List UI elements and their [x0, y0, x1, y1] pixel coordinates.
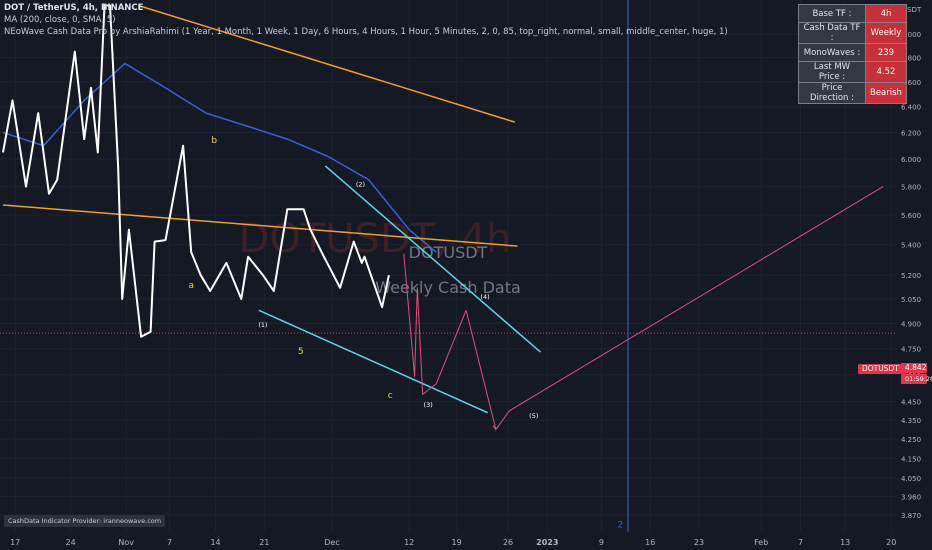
info-row: Price Direction : Bearish	[798, 82, 907, 104]
info-label: Last MW Price :	[798, 61, 866, 83]
watermark-sub-text: Weekly Cash Data	[375, 278, 521, 297]
x-tick-label: 17	[10, 538, 20, 547]
info-row: Last MW Price :4.52	[798, 61, 907, 83]
price-countdown-tag: 01:59:26	[901, 374, 932, 384]
y-tick-label: 4.350	[901, 417, 921, 425]
wave-label: (5)	[529, 412, 538, 420]
x-tick-label: 26	[503, 538, 513, 547]
x-tick-label: 21	[259, 538, 269, 547]
y-tick-label: 5.400	[901, 242, 921, 250]
info-row: Base TF :4h	[798, 4, 907, 23]
x-tick-label: Feb	[754, 538, 768, 547]
y-axis-unit: USDT	[902, 6, 922, 14]
y-tick-label: 6.200	[901, 129, 921, 137]
info-label: Base TF :	[798, 4, 866, 23]
info-value: 4.52	[865, 61, 907, 83]
y-tick-label: 3.870	[901, 512, 921, 520]
wave-label: c	[388, 391, 393, 401]
y-tick-label: 6.800	[901, 55, 921, 63]
y-tick-label: 4.150	[901, 455, 921, 463]
provider-footer[interactable]: CashData Indicator Provider: iranneowave…	[4, 515, 166, 527]
info-value: 239	[865, 43, 907, 62]
x-tick-label: 7	[798, 538, 803, 547]
y-tick-label: 5.600	[901, 212, 921, 220]
y-tick-label: 6.400	[901, 104, 921, 112]
series-zigzag	[2, 4, 390, 338]
price-value-tag: 4.842	[901, 363, 927, 373]
series-ma_200	[2, 62, 437, 253]
ma-legend: MA (200, close, 0, SMA, 5)	[4, 15, 116, 25]
info-row: MonoWaves :239	[798, 43, 907, 62]
x-tick-label: 19	[451, 538, 461, 547]
info-label: MonoWaves :	[798, 43, 866, 62]
info-label: Cash Data TF :	[798, 22, 866, 44]
y-tick-label: 5.800	[901, 184, 921, 192]
x-tick-label: 23	[694, 538, 704, 547]
series-cyan_lower	[258, 309, 489, 414]
x-tick-label: 24	[66, 538, 76, 547]
x-tick-label: 12	[404, 538, 414, 547]
x-tick-label: 16	[645, 538, 655, 547]
y-tick-label: 5.050	[901, 296, 921, 304]
y-tick-label: 4.900	[901, 320, 921, 328]
series-projection	[403, 186, 884, 430]
y-tick-label: 4.050	[901, 475, 921, 483]
wave-label: (4)	[480, 293, 489, 301]
series-orange_upper	[138, 4, 516, 123]
y-tick-label: 4.250	[901, 436, 921, 444]
x-tick-label: 20	[886, 538, 896, 547]
y-tick-label: 6.000	[901, 156, 921, 164]
wave-label: (3)	[424, 401, 433, 409]
wave-label: b	[211, 136, 217, 146]
y-tick-label: 4.750	[901, 346, 921, 354]
wave-label: (2)	[356, 181, 365, 189]
y-tick-label: 3.960	[901, 493, 921, 501]
x-tick-label: 9	[599, 538, 604, 547]
plot-area	[0, 0, 897, 532]
wave-label: a	[188, 281, 194, 291]
y-tick-label: 7.000	[901, 31, 921, 39]
series-orange_lower	[2, 204, 518, 247]
symbol-title: DOT / TetherUS, 4h, BINANCE	[4, 3, 144, 13]
y-tick-label: 4.450	[901, 399, 921, 407]
info-value: 4h	[865, 4, 907, 23]
info-label: Price Direction :	[798, 82, 866, 104]
x-tick-label: Dec	[324, 538, 339, 547]
cash-data-info-table: Base TF :4h Cash Data TF : Weekly MonoWav…	[798, 4, 907, 104]
y-tick-label: 6.600	[901, 79, 921, 87]
price-symbol-tag: DOTUSDT	[858, 364, 906, 374]
info-value: Bearish	[865, 82, 907, 104]
info-value: Weekly	[865, 22, 907, 44]
x-tick-label: 7	[167, 538, 172, 547]
x-tick-label: Nov	[118, 538, 134, 547]
info-row: Cash Data TF : Weekly	[798, 22, 907, 44]
y-tick-label: 5.200	[901, 272, 921, 280]
projection-arrow	[492, 425, 500, 431]
x-tick-label: 13	[840, 538, 850, 547]
x-tick-label: 2023	[536, 538, 558, 547]
wave-label: 2	[618, 521, 624, 531]
indicator-legend: NEoWave Cash Data Pro by ArshiaRahimi (1…	[4, 27, 728, 37]
wave-label: 5	[298, 347, 304, 357]
series-cyan_upper	[324, 165, 541, 353]
wave-label: (1)	[258, 321, 267, 329]
x-tick-label: 14	[210, 538, 220, 547]
watermark-sub-symbol: DOTUSDT	[409, 243, 488, 262]
